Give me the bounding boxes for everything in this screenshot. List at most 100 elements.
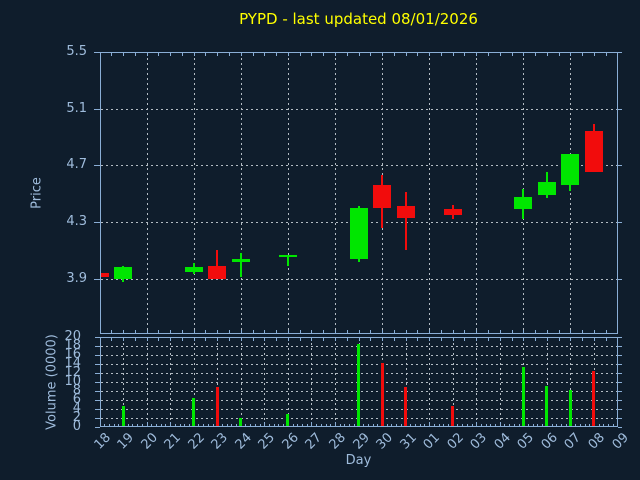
price-y-tick xyxy=(94,278,100,280)
volume-tick-label: 6 xyxy=(72,392,81,407)
x-minor-tick xyxy=(170,53,172,56)
price-gridline xyxy=(476,53,478,333)
volume-tick-label: 16 xyxy=(64,347,81,362)
x-minor-tick xyxy=(488,53,489,56)
x-major-tick xyxy=(170,422,172,426)
x-minor-tick xyxy=(417,338,419,341)
x-fine-tick xyxy=(542,423,544,426)
x-fine-tick xyxy=(118,423,120,426)
x-minor-tick xyxy=(146,338,148,341)
x-minor-tick xyxy=(405,338,407,341)
x-fine-tick xyxy=(608,423,610,426)
x-fine-tick xyxy=(438,423,440,426)
x-fine-tick xyxy=(113,423,115,426)
x-minor-tick xyxy=(429,338,431,341)
x-minor-tick xyxy=(429,330,431,333)
price-y-tick-right xyxy=(617,52,622,53)
candle-wick xyxy=(239,253,242,278)
x-minor-tick xyxy=(570,338,572,341)
x-fine-tick xyxy=(259,423,261,426)
x-fine-tick xyxy=(551,423,553,426)
x-fine-tick xyxy=(485,423,487,426)
x-fine-tick xyxy=(386,423,388,426)
price-y-tick-right xyxy=(617,165,622,167)
x-minor-tick xyxy=(334,330,336,333)
volume-gridline xyxy=(405,338,407,426)
x-minor-tick xyxy=(264,330,266,333)
x-fine-tick xyxy=(471,423,473,426)
x-minor-tick xyxy=(299,338,301,341)
x-minor-tick xyxy=(205,338,207,341)
x-minor-tick xyxy=(170,330,172,333)
x-fine-tick xyxy=(504,423,506,426)
x-fine-tick xyxy=(151,423,153,426)
x-fine-tick xyxy=(603,423,605,426)
x-minor-tick xyxy=(511,338,513,341)
x-fine-tick xyxy=(457,423,459,426)
volume-y-tick-right xyxy=(617,418,622,419)
x-minor-tick xyxy=(558,53,560,56)
x-tick-label: 07 xyxy=(561,430,585,453)
volume-y-tick-right xyxy=(617,355,622,356)
x-fine-tick xyxy=(203,423,205,426)
price-gridline xyxy=(240,53,242,333)
volume-gridline xyxy=(546,338,548,426)
x-tick-label: 22 xyxy=(185,430,208,453)
x-fine-tick xyxy=(480,423,482,426)
x-tick-label: 19 xyxy=(114,430,137,453)
x-minor-tick xyxy=(440,53,442,56)
volume-gridline xyxy=(193,338,195,426)
volume-bar xyxy=(357,343,360,426)
volume-gridline xyxy=(123,338,125,426)
candle-body xyxy=(561,154,580,186)
x-fine-tick xyxy=(509,423,511,426)
x-fine-tick xyxy=(560,423,562,426)
x-tick-label: 01 xyxy=(420,430,444,453)
x-fine-tick xyxy=(513,423,515,426)
x-fine-tick xyxy=(141,423,143,426)
x-fine-tick xyxy=(278,423,280,426)
x-minor-tick xyxy=(476,330,478,333)
volume-gridline xyxy=(240,338,242,426)
x-minor-tick xyxy=(605,330,607,333)
x-minor-tick xyxy=(511,330,513,333)
x-minor-tick xyxy=(217,330,219,333)
candle-body xyxy=(443,209,462,215)
x-fine-tick xyxy=(518,423,520,426)
price-y-tick xyxy=(94,108,100,110)
x-fine-tick xyxy=(565,423,567,426)
x-minor-tick xyxy=(193,330,195,333)
x-fine-tick xyxy=(349,423,351,426)
candle-body xyxy=(584,131,603,173)
x-major-tick xyxy=(311,422,313,426)
x-minor-tick xyxy=(287,330,289,333)
price-axis-label: Price xyxy=(29,177,45,209)
volume-bar xyxy=(568,390,572,426)
volume-bar xyxy=(592,371,596,426)
volume-tick-label: 8 xyxy=(72,383,81,398)
volume-tick-label: 18 xyxy=(64,338,81,353)
x-tick-label: 23 xyxy=(208,430,232,453)
volume-bar xyxy=(215,386,219,426)
x-minor-tick xyxy=(582,330,584,333)
x-minor-tick xyxy=(252,53,254,56)
x-minor-tick xyxy=(229,53,230,56)
x-fine-tick xyxy=(269,423,271,426)
x-minor-tick xyxy=(276,338,278,341)
x-minor-tick xyxy=(476,338,478,341)
x-major-tick xyxy=(264,422,266,426)
x-fine-tick xyxy=(231,423,233,426)
x-minor-tick xyxy=(158,338,160,341)
x-major-tick xyxy=(429,422,431,426)
x-major-tick xyxy=(146,422,148,426)
x-axis-label: Day xyxy=(345,453,372,468)
candle-body xyxy=(537,182,556,196)
price-tick-label: 3.9 xyxy=(66,270,87,286)
x-minor-tick xyxy=(523,53,525,56)
x-fine-tick xyxy=(236,423,238,426)
x-major-tick xyxy=(334,422,336,426)
x-minor-tick xyxy=(405,330,407,333)
price-y-tick-right xyxy=(617,222,622,224)
chart-title: PYPD - last updated 08/01/2026 xyxy=(239,10,478,28)
